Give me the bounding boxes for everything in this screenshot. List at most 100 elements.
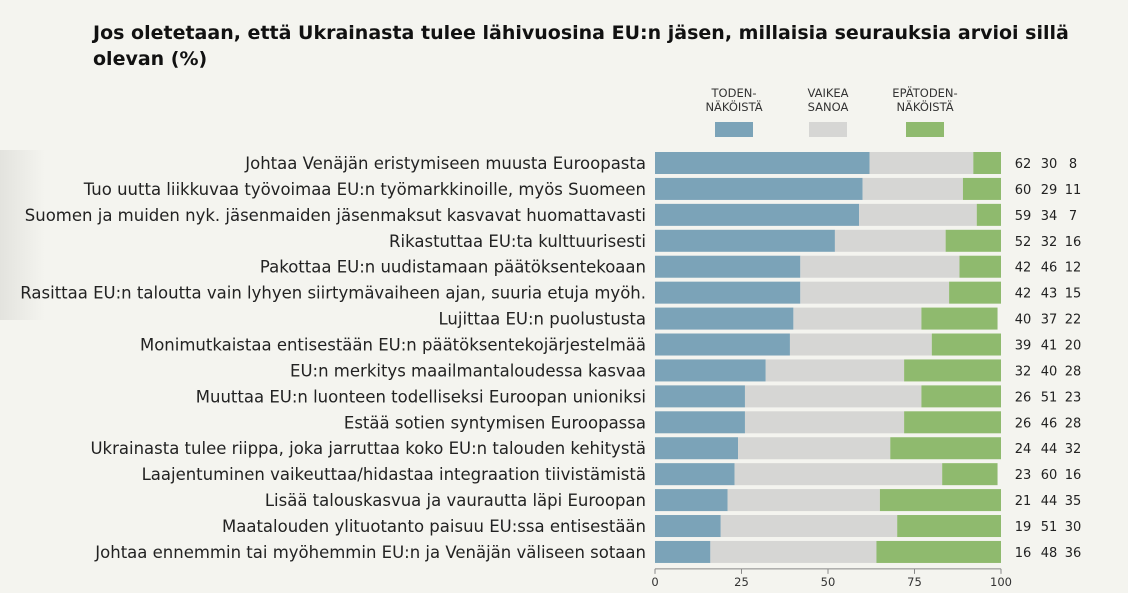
data-label: 60	[1041, 468, 1058, 483]
category-label: Lisää talouskasvua ja vaurautta läpi Eur…	[265, 491, 646, 510]
data-label: 23	[1015, 468, 1032, 483]
data-label: 46	[1041, 261, 1058, 276]
legend-swatch	[906, 122, 944, 137]
bar-segment	[959, 255, 1001, 278]
bar-segment	[655, 152, 870, 174]
x-tick-label: 100	[990, 575, 1012, 589]
data-label: 28	[1065, 364, 1082, 379]
bar-segment	[744, 411, 905, 434]
bar-segment	[834, 229, 946, 252]
bar-segment	[655, 333, 790, 356]
data-label: 22	[1065, 313, 1082, 328]
data-label: 42	[1015, 261, 1032, 276]
bar-segment	[734, 463, 943, 486]
data-label: 59	[1015, 209, 1032, 224]
data-label: 15	[1065, 287, 1082, 302]
bar-segment	[789, 333, 932, 356]
legend-label: NÄKÖISTÄ	[705, 98, 762, 114]
bar-segment	[931, 333, 1001, 356]
data-label: 46	[1041, 416, 1058, 431]
data-label: 42	[1015, 287, 1032, 302]
bar-segment	[921, 385, 1001, 408]
category-label: Suomen ja muiden nyk. jäsenmaiden jäsenm…	[25, 206, 646, 225]
bar-segment	[744, 385, 922, 408]
x-tick-label: 25	[734, 575, 749, 589]
legend-label: NÄKÖISTÄ	[896, 98, 953, 114]
data-label: 16	[1015, 546, 1032, 561]
category-label: Muuttaa EU:n luonteen todelliseksi Euroo…	[196, 387, 646, 406]
bar-segment	[655, 489, 728, 512]
category-label: Estää sotien syntymisen Euroopassa	[344, 413, 646, 432]
category-label: Johtaa ennemmin tai myöhemmin EU:n ja Ve…	[94, 543, 646, 562]
data-label: 12	[1065, 261, 1082, 276]
data-label: 44	[1041, 442, 1058, 457]
data-label: 62	[1015, 157, 1032, 172]
legend-label: TODEN-	[711, 86, 757, 100]
data-label: 23	[1065, 390, 1082, 405]
bar-segment	[793, 307, 922, 330]
data-label: 52	[1015, 235, 1032, 250]
category-label: Maatalouden ylituotanto paisuu EU:ssa en…	[222, 517, 646, 536]
data-label: 30	[1065, 520, 1082, 535]
edge-shadow	[0, 150, 45, 320]
data-label: 32	[1015, 364, 1032, 379]
category-label: Rasittaa EU:n taloutta vain lyhyen siirt…	[20, 284, 646, 303]
bar-segment	[859, 203, 977, 226]
data-label: 51	[1041, 520, 1058, 535]
data-label: 24	[1015, 442, 1032, 457]
bar-segment	[655, 411, 745, 434]
bar-segment	[738, 437, 891, 460]
bar-segment	[949, 281, 1001, 304]
bar-segment	[655, 359, 766, 382]
bar-segment	[973, 152, 1001, 174]
bar-segment	[879, 489, 1001, 512]
data-label: 19	[1015, 520, 1032, 535]
bar-segment	[800, 255, 960, 278]
legend-label: SANOA	[808, 100, 849, 114]
data-label: 37	[1041, 313, 1058, 328]
bar-segment	[876, 540, 1001, 563]
bar-segment	[921, 307, 998, 330]
x-tick-label: 50	[821, 575, 836, 589]
data-label: 20	[1065, 339, 1082, 354]
bar-segment	[897, 515, 1001, 538]
data-label: 16	[1065, 235, 1082, 250]
data-label: 43	[1041, 287, 1058, 302]
data-label: 29	[1041, 183, 1058, 198]
bar-segment	[869, 152, 974, 174]
data-label: 11	[1065, 183, 1082, 198]
data-label: 21	[1015, 494, 1032, 509]
data-label: 32	[1065, 442, 1082, 457]
data-label: 44	[1041, 494, 1058, 509]
category-label: EU:n merkitys maailmantaloudessa kasvaa	[290, 361, 646, 380]
bar-segment	[710, 540, 877, 563]
bar-segment	[727, 489, 880, 512]
data-label: 60	[1015, 183, 1032, 198]
category-label: Pakottaa EU:n uudistamaan päätöksentekoa…	[260, 258, 646, 277]
category-label: Monimutkaistaa entisestään EU:n päätökse…	[140, 336, 646, 355]
category-label: Laajentuminen vaikeuttaa/hidastaa integr…	[142, 465, 646, 484]
bar-segment	[655, 463, 735, 486]
bar-segment	[962, 177, 1001, 200]
x-tick-label: 75	[907, 575, 922, 589]
legend-label: EPÄTODEN-	[892, 85, 957, 100]
data-label: 36	[1065, 546, 1082, 561]
bar-segment	[655, 229, 835, 252]
bar-segment	[655, 281, 801, 304]
bar-segment	[655, 255, 801, 278]
data-label: 39	[1015, 339, 1032, 354]
data-label: 40	[1041, 364, 1058, 379]
bar-segment	[862, 177, 963, 200]
data-label: 7	[1069, 209, 1077, 224]
data-label: 51	[1041, 390, 1058, 405]
category-label: Ukrainasta tulee riippa, joka jarruttaa …	[90, 439, 646, 458]
bar-segment	[942, 463, 998, 486]
bar-segment	[976, 203, 1001, 226]
bar-segment	[890, 437, 1001, 460]
chart-title: Jos oletetaan, että Ukrainasta tulee läh…	[93, 22, 1069, 70]
data-label: 48	[1041, 546, 1058, 561]
bar-segment	[945, 229, 1001, 252]
bar-segment	[655, 540, 711, 563]
bar-segment	[765, 359, 905, 382]
data-label: 41	[1041, 339, 1058, 354]
